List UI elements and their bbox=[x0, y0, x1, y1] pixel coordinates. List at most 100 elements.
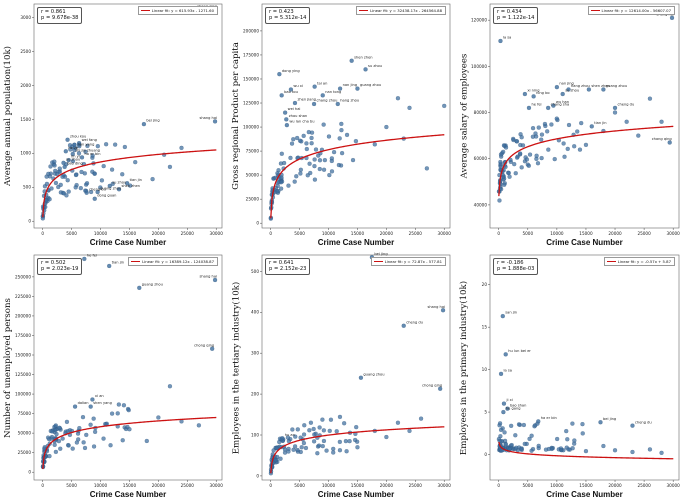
y-tick-label: 100000 bbox=[15, 391, 31, 396]
scatter-point bbox=[539, 155, 544, 161]
scatter-point bbox=[109, 411, 115, 416]
scatter-point bbox=[519, 165, 524, 170]
point-label: hang zhou bbox=[571, 84, 590, 88]
point-label: wei fang bbox=[82, 138, 97, 142]
labeled-point bbox=[526, 105, 532, 111]
point-label: shen zhen bbox=[354, 55, 372, 59]
scatter-point bbox=[78, 186, 83, 191]
scatter-point bbox=[515, 155, 520, 160]
y-tick-label: 200 bbox=[251, 391, 259, 396]
scatter-point bbox=[57, 166, 62, 171]
scatter-point bbox=[156, 415, 161, 420]
scatter-point bbox=[316, 443, 322, 448]
point-label: shang hai bbox=[200, 116, 218, 120]
scatter-point bbox=[65, 178, 70, 183]
x-tick-label: 5000 bbox=[522, 483, 533, 488]
stats-r: r = 0.861 bbox=[41, 9, 66, 15]
legend-text: Linear fit: y = 615.93x - 1271.60 bbox=[151, 8, 214, 13]
y-tick-label: 60000 bbox=[474, 156, 488, 161]
scatter-point bbox=[167, 164, 173, 170]
labeled-point bbox=[320, 93, 325, 98]
scatter-point bbox=[577, 147, 583, 152]
labeled-point bbox=[65, 137, 70, 142]
chart-panel-p2: 0 5000 10000 15000 20000 25000 30000 0 25000 5000… bbox=[228, 0, 456, 251]
y-tick-label: 0 bbox=[28, 219, 31, 224]
scatter-point bbox=[502, 430, 507, 435]
labeled-point bbox=[335, 101, 340, 107]
labeled-point bbox=[500, 314, 505, 319]
scatter-point bbox=[539, 137, 544, 142]
point-label: zhou shan bbox=[289, 114, 307, 118]
x-tick-label: 20000 bbox=[608, 483, 622, 488]
scatter-point bbox=[90, 153, 95, 158]
legend-text: Linear fit: y = 32438.17x - 264564.88 bbox=[370, 8, 442, 13]
labeled-point bbox=[141, 122, 147, 127]
scatter-point bbox=[57, 425, 62, 430]
scatter-point bbox=[48, 164, 53, 169]
x-tick-label: 25000 bbox=[181, 231, 195, 236]
point-label: guang zhou bbox=[100, 187, 121, 191]
labeled-point bbox=[92, 196, 97, 201]
labeled-point bbox=[284, 123, 289, 128]
scatter-point bbox=[583, 142, 589, 147]
stats-box: r = 0.861 p = 9.678e-38 bbox=[37, 7, 83, 24]
chart-svg-p4: 0 5000 10000 15000 20000 25000 30000 0 25000 5000… bbox=[15, 254, 223, 488]
scatter-point bbox=[647, 447, 653, 452]
point-label: wu xi bbox=[293, 84, 303, 88]
x-tick-label: 0 bbox=[41, 483, 44, 488]
point-label: hu an bbox=[285, 433, 295, 437]
y-tick-label: 15 bbox=[482, 325, 488, 330]
point-label: xi an bbox=[95, 394, 104, 398]
scatter-point bbox=[502, 182, 507, 187]
y-tick-label: 125000 bbox=[243, 100, 259, 105]
y-tick-label: 250000 bbox=[15, 274, 31, 279]
labeled-point bbox=[589, 124, 594, 129]
y-tick-label: 0 bbox=[484, 452, 487, 457]
point-label: cheng du bbox=[406, 320, 423, 324]
scatter-point bbox=[354, 425, 359, 430]
scatter-point bbox=[554, 116, 559, 121]
scatter-point bbox=[286, 449, 291, 454]
x-axis-label: Crime Case Number bbox=[546, 238, 623, 247]
scatter-point bbox=[295, 135, 300, 141]
stats-r: r = 0.434 bbox=[497, 9, 522, 15]
point-label: xi ning bbox=[527, 89, 539, 93]
point-label: chong qing bbox=[422, 383, 442, 387]
legend-text: Linear fit: y = 72.87x - 577.81 bbox=[384, 259, 442, 264]
scatter-point bbox=[498, 159, 503, 165]
x-tick-label: 0 bbox=[497, 231, 500, 236]
x-tick-label: 15000 bbox=[579, 231, 593, 236]
labeled-point bbox=[292, 100, 298, 106]
scatter-point bbox=[659, 119, 664, 124]
scatter-point bbox=[535, 161, 541, 166]
scatter-point bbox=[321, 167, 327, 172]
point-label: su zhou bbox=[565, 89, 579, 93]
labeled-point bbox=[212, 277, 218, 283]
scatter-point bbox=[54, 431, 59, 437]
scatter-point bbox=[84, 181, 90, 186]
y-tick-label: 50000 bbox=[18, 431, 32, 436]
scatter-point bbox=[320, 417, 325, 422]
labeled-point bbox=[560, 91, 565, 97]
scatter-point bbox=[545, 129, 550, 134]
stats-p: p = 2.152e-23 bbox=[269, 266, 307, 273]
legend-text: Linear fit: y = -0.57x + 5.87 bbox=[617, 259, 671, 264]
scatter-point bbox=[120, 438, 125, 443]
legend: Linear fit: y = 32438.17x - 264564.88 bbox=[356, 6, 446, 15]
scatter-point bbox=[53, 423, 58, 428]
legend: Linear fit: y = 615.93x - 1271.60 bbox=[137, 6, 218, 15]
x-tick-label: 0 bbox=[41, 231, 44, 236]
y-tick-label: 125000 bbox=[15, 372, 31, 377]
scatter-point bbox=[331, 450, 336, 455]
chart-svg-p5: 0 5000 10000 15000 20000 25000 30000 0 100 200 300… bbox=[251, 252, 451, 488]
x-tick-label: 5000 bbox=[294, 231, 305, 236]
scatter-point bbox=[53, 180, 59, 186]
scatter-point bbox=[83, 149, 88, 154]
point-label: shi jia zhuang bbox=[75, 149, 100, 153]
point-label: bao tou bbox=[284, 90, 298, 94]
stats-p: p = 2.023e-19 bbox=[41, 266, 79, 273]
scatter-point bbox=[353, 437, 358, 443]
scatter-point bbox=[66, 443, 71, 448]
labeled-point bbox=[669, 15, 675, 20]
scatter-point bbox=[292, 444, 298, 449]
